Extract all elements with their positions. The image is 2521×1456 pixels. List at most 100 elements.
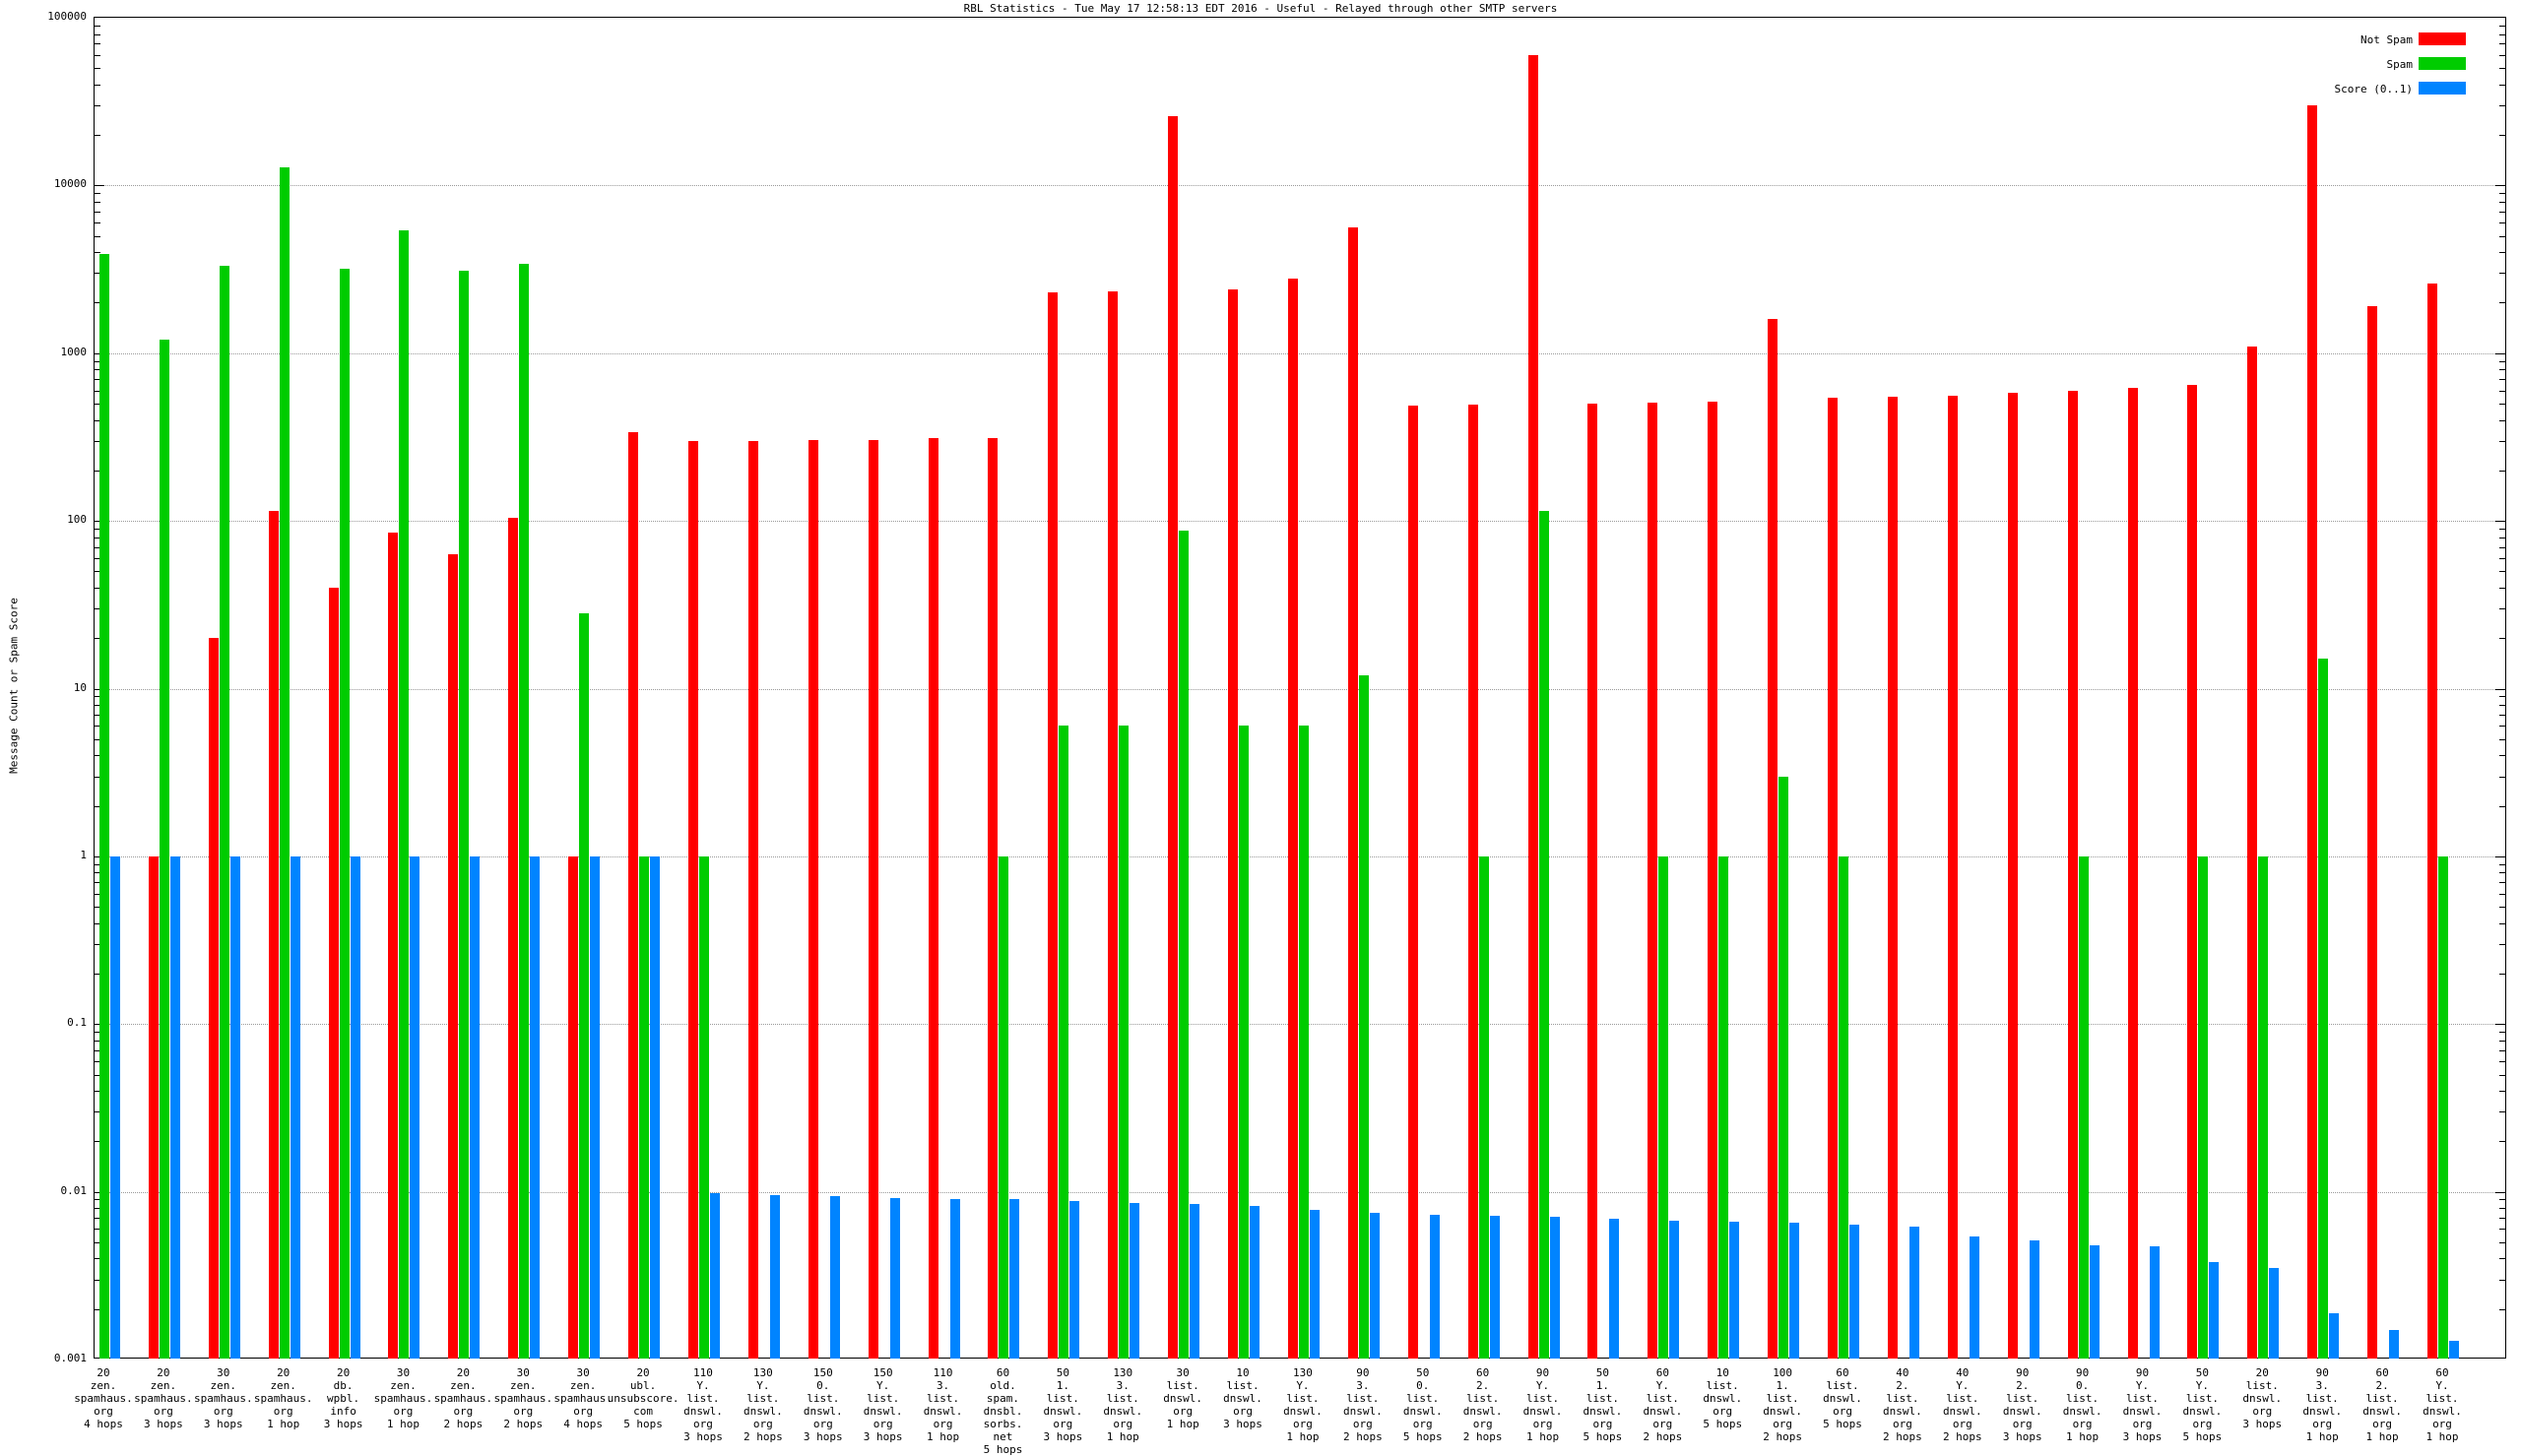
y-minor-tick-right bbox=[2499, 25, 2505, 27]
bar-score bbox=[350, 855, 360, 1359]
y-minor-tick-left bbox=[95, 222, 100, 224]
y-minor-tick-right bbox=[2499, 1308, 2505, 1310]
bar-score bbox=[1849, 1224, 1860, 1359]
y-major-tick-right bbox=[2495, 185, 2505, 187]
bar-score bbox=[1369, 1212, 1380, 1359]
y-major-tick-right bbox=[2495, 688, 2505, 690]
y-minor-tick-right bbox=[2499, 404, 2505, 406]
bar-not-spam bbox=[2427, 284, 2437, 1359]
y-minor-tick-right bbox=[2499, 907, 2505, 909]
bar-not-spam bbox=[1648, 403, 1658, 1359]
bar-spam bbox=[1478, 855, 1489, 1359]
bar-score bbox=[229, 855, 240, 1359]
y-minor-tick-right bbox=[2499, 390, 2505, 392]
rbl-statistics-chart: RBL Statistics - Tue May 17 12:58:13 EDT… bbox=[7, 2, 2506, 1456]
y-minor-tick-left bbox=[95, 193, 100, 195]
y-minor-tick-left bbox=[95, 33, 100, 35]
bar-spam bbox=[219, 266, 229, 1359]
bar-spam bbox=[639, 855, 650, 1359]
bar-not-spam bbox=[448, 554, 459, 1359]
y-minor-tick-left bbox=[95, 252, 100, 254]
bar-score bbox=[2329, 1312, 2340, 1359]
y-minor-tick-right bbox=[2499, 571, 2505, 573]
y-minor-tick-right bbox=[2499, 943, 2505, 945]
y-minor-tick-left bbox=[95, 638, 100, 640]
bar-not-spam bbox=[628, 431, 639, 1359]
bar-not-spam bbox=[2067, 390, 2078, 1359]
bar-not-spam bbox=[1768, 318, 1778, 1359]
x-category-label: 60 Y. list. dnswl. org 1 hop bbox=[2423, 1366, 2462, 1443]
y-minor-tick-left bbox=[95, 714, 100, 716]
y-minor-tick-left bbox=[95, 1218, 100, 1220]
x-category-label: 60 list. dnswl. org 5 hops bbox=[1823, 1366, 1862, 1430]
bar-not-spam bbox=[2187, 384, 2198, 1359]
y-minor-tick-right bbox=[2499, 638, 2505, 640]
y-minor-tick-left bbox=[95, 528, 100, 530]
y-minor-tick-right bbox=[2499, 776, 2505, 778]
bar-not-spam bbox=[1828, 398, 1839, 1359]
bar-score bbox=[1309, 1210, 1320, 1359]
h-gridline bbox=[95, 352, 2505, 354]
bar-score bbox=[829, 1196, 840, 1359]
y-minor-tick-left bbox=[95, 922, 100, 924]
bar-score bbox=[290, 855, 300, 1359]
y-minor-tick-right bbox=[2499, 546, 2505, 548]
y-minor-tick-right bbox=[2499, 973, 2505, 975]
y-minor-tick-left bbox=[95, 440, 100, 442]
y-minor-tick-right bbox=[2499, 369, 2505, 371]
y-minor-tick-right bbox=[2499, 1040, 2505, 1042]
h-gridline bbox=[95, 688, 2505, 690]
y-minor-tick-left bbox=[95, 84, 100, 86]
y-minor-tick-left bbox=[95, 738, 100, 740]
bar-score bbox=[1069, 1201, 1080, 1359]
y-minor-tick-left bbox=[95, 211, 100, 213]
y-tick-label: 100 bbox=[67, 513, 87, 527]
bar-score bbox=[2449, 1340, 2459, 1359]
y-minor-tick-right bbox=[2499, 696, 2505, 698]
bar-spam bbox=[339, 268, 350, 1359]
h-gridline bbox=[95, 185, 2505, 187]
legend-item-swatch bbox=[2419, 57, 2466, 70]
y-minor-tick-left bbox=[95, 755, 100, 757]
y-minor-tick-left bbox=[95, 369, 100, 371]
y-minor-tick-right bbox=[2499, 379, 2505, 381]
bar-spam bbox=[2078, 855, 2089, 1359]
bar-not-spam bbox=[1228, 288, 1239, 1359]
y-minor-tick-right bbox=[2499, 201, 2505, 203]
bar-score bbox=[650, 855, 661, 1359]
legend-item-swatch bbox=[2419, 32, 2466, 45]
bar-not-spam bbox=[1347, 227, 1358, 1359]
bar-score bbox=[2089, 1244, 2100, 1359]
y-minor-tick-right bbox=[2499, 105, 2505, 107]
bar-spam bbox=[159, 340, 169, 1359]
y-minor-tick-left bbox=[95, 705, 100, 706]
bar-not-spam bbox=[568, 855, 579, 1359]
y-major-tick-left bbox=[95, 185, 104, 187]
y-minor-tick-left bbox=[95, 893, 100, 895]
bar-spam bbox=[99, 254, 109, 1359]
bar-score bbox=[110, 855, 120, 1359]
y-major-tick-right bbox=[2495, 521, 2505, 523]
y-minor-tick-left bbox=[95, 1308, 100, 1310]
y-minor-tick-left bbox=[95, 201, 100, 203]
y-major-tick-right bbox=[2495, 855, 2505, 857]
bar-not-spam bbox=[268, 510, 279, 1359]
bar-spam bbox=[1718, 855, 1729, 1359]
y-minor-tick-right bbox=[2499, 1241, 2505, 1243]
bar-score bbox=[1609, 1219, 1620, 1359]
y-minor-tick-right bbox=[2499, 805, 2505, 807]
y-minor-tick-left bbox=[95, 273, 100, 275]
bar-spam bbox=[2438, 855, 2448, 1359]
bar-score bbox=[470, 855, 481, 1359]
y-minor-tick-right bbox=[2499, 882, 2505, 884]
bar-not-spam bbox=[928, 438, 938, 1359]
y-minor-tick-right bbox=[2499, 528, 2505, 530]
bar-spam bbox=[1119, 726, 1130, 1359]
bar-score bbox=[1969, 1236, 1979, 1359]
y-minor-tick-left bbox=[95, 1241, 100, 1243]
y-minor-tick-left bbox=[95, 135, 100, 137]
y-minor-tick-left bbox=[95, 302, 100, 304]
y-minor-tick-right bbox=[2499, 557, 2505, 559]
y-minor-tick-right bbox=[2499, 252, 2505, 254]
y-minor-tick-left bbox=[95, 1258, 100, 1260]
